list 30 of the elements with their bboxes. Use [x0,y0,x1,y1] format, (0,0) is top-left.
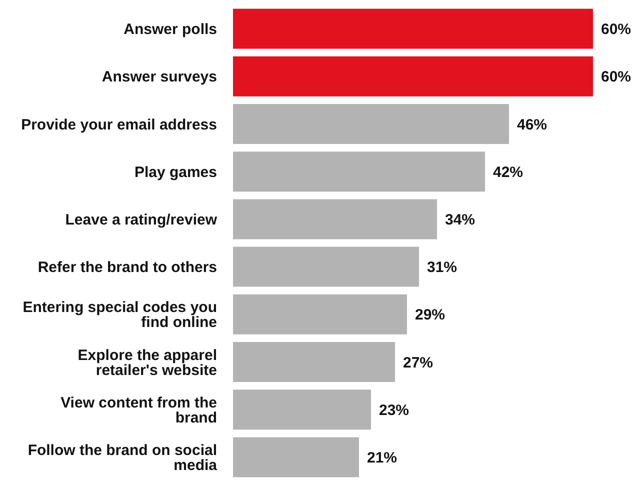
bar [233,104,509,144]
bar [233,294,407,334]
data-label: 34% [445,212,476,229]
bar [233,246,419,287]
data-label: 46% [517,116,548,134]
bar [233,56,593,96]
y-tick-label: Play games [134,164,217,181]
bar [233,199,437,240]
data-label: 31% [427,259,458,276]
y-tick-label: Explore the apparel retailer's website [78,346,217,379]
bar [233,8,593,49]
data-label: 23% [379,402,410,419]
bar [233,342,395,382]
data-label: 27% [403,354,434,372]
y-tick-label: Answer polls [124,21,217,38]
data-label: 21% [367,450,398,467]
y-tick-label: Provide your email address [21,116,217,134]
y-tick-label: Leave a rating/review [65,212,218,229]
data-label: 42% [493,164,524,181]
data-label: 29% [415,306,446,324]
bar [233,152,485,192]
y-tick-label: Answer surveys [102,68,217,86]
data-label: 60% [601,68,632,86]
bar [233,390,371,430]
y-tick-label: Refer the brand to others [38,259,217,276]
y-tick-label: Follow the brand on social media [28,442,218,474]
data-label: 60% [601,21,632,38]
y-tick-label: View content from the brand [60,394,217,426]
y-tick-label: Entering special codes you find online [22,299,217,332]
bar [233,437,359,478]
